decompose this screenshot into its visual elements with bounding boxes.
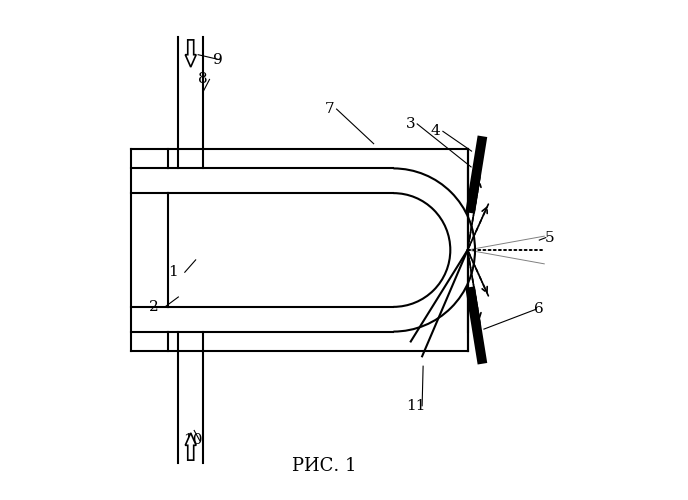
Text: 6: 6 xyxy=(535,302,544,316)
Text: 3: 3 xyxy=(406,117,416,131)
Text: 8: 8 xyxy=(198,72,208,86)
Text: 10: 10 xyxy=(184,434,203,448)
Text: РИС. 1: РИС. 1 xyxy=(292,457,356,475)
FancyArrow shape xyxy=(185,433,196,460)
Text: 7: 7 xyxy=(324,102,334,116)
Text: 2: 2 xyxy=(149,300,158,314)
Text: 9: 9 xyxy=(213,52,223,66)
Text: 11: 11 xyxy=(406,399,425,413)
Text: 5: 5 xyxy=(544,230,554,244)
Text: 4: 4 xyxy=(431,124,440,138)
FancyArrow shape xyxy=(185,40,196,67)
Text: 1: 1 xyxy=(169,265,178,279)
